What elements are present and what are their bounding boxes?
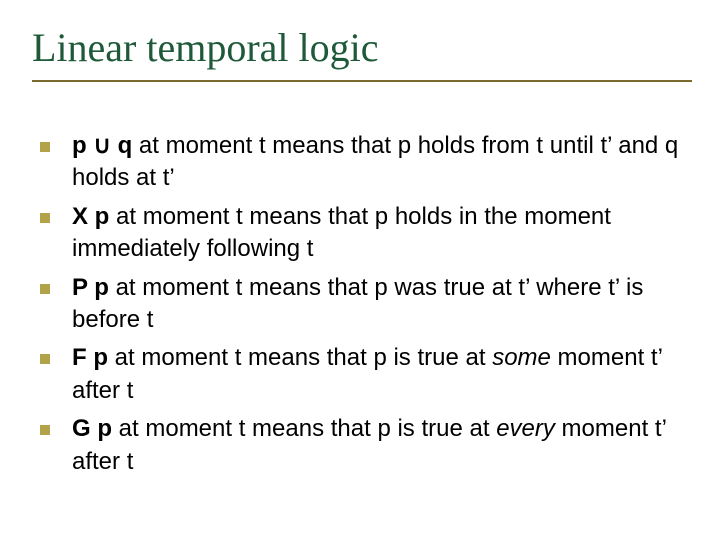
bullet-icon <box>40 354 50 364</box>
bullet-text: G p at moment t means that p is true at … <box>72 413 684 478</box>
bullet-icon <box>40 142 50 152</box>
bullet-icon <box>40 213 50 223</box>
slide: Linear temporal logic p ∪ q at moment t … <box>0 0 720 540</box>
bullet-icon <box>40 284 50 294</box>
bullet-text: P p at moment t means that p was true at… <box>72 272 684 337</box>
bullet-text: F p at moment t means that p is true at … <box>72 342 684 407</box>
bullet-icon <box>40 425 50 435</box>
bullet-text: p ∪ q at moment t means that p holds fro… <box>72 130 684 195</box>
title-rule: Linear temporal logic <box>32 20 692 82</box>
bullet-text: X p at moment t means that p holds in th… <box>72 201 684 266</box>
bullet-list: p ∪ q at moment t means that p holds fro… <box>32 130 692 478</box>
list-item: p ∪ q at moment t means that p holds fro… <box>40 130 684 195</box>
slide-title: Linear temporal logic <box>32 26 692 70</box>
list-item: F p at moment t means that p is true at … <box>40 342 684 407</box>
list-item: P p at moment t means that p was true at… <box>40 272 684 337</box>
list-item: X p at moment t means that p holds in th… <box>40 201 684 266</box>
list-item: G p at moment t means that p is true at … <box>40 413 684 478</box>
